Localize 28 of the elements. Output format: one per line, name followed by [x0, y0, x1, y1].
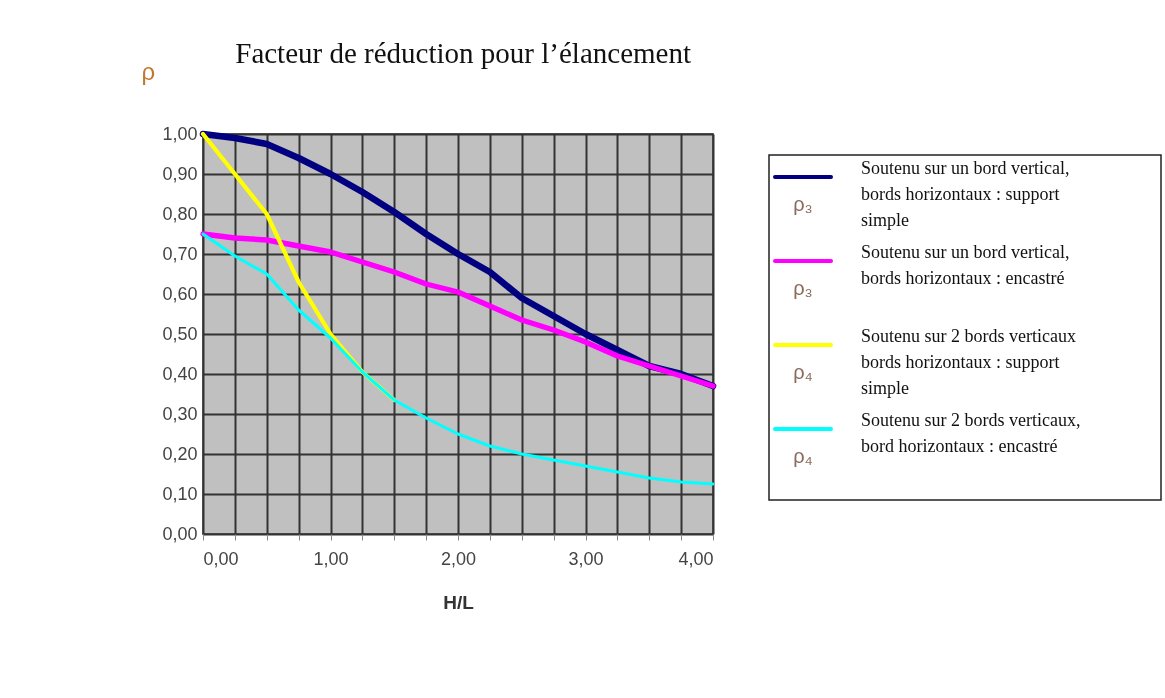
x-tick-label: 1,00: [313, 548, 349, 569]
x-axis-title: H/L: [443, 591, 475, 613]
y-tick-label: 0,40: [162, 363, 198, 384]
x-tick-label: 0,00: [203, 548, 239, 569]
line-series: [201, 232, 715, 486]
legend-label: Soutenu sur un bord vertical, bords horizontaux : support simple: [861, 158, 1070, 230]
y-tick-label: 0,90: [162, 163, 198, 184]
y-tick-label: 0,00: [162, 523, 198, 544]
x-tick-label: 4,00: [678, 548, 714, 569]
y-tick-label: 0,20: [162, 443, 198, 464]
text: ρ₄: [793, 361, 813, 383]
y-tick-label: 0,50: [162, 323, 198, 344]
legend-label: Soutenu sur 2 bords verticaux, bord horizontaux : encastré: [861, 410, 1081, 456]
y-axis-title: ρ: [141, 57, 156, 85]
y-tick-label: 0,10: [162, 483, 198, 504]
legend-label: Soutenu sur un bord vertical, bords horizontaux : encastré: [861, 242, 1070, 288]
y-tick-label: 0,30: [162, 403, 198, 424]
y-tick-label: 0,80: [162, 203, 198, 224]
y-tick-label: 0,60: [162, 283, 198, 304]
y-tick-label: 1,00: [162, 123, 198, 144]
y-tick-label: 0,70: [162, 243, 198, 264]
legend-label: Soutenu sur 2 bords verticaux bords horizontaux : support simple: [861, 326, 1076, 398]
x-tick-label: 2,00: [440, 548, 477, 569]
x-tick-label: 3,00: [568, 548, 604, 569]
text: ρ₃: [793, 277, 813, 299]
chart-title: Facteur de réduction pour l’élancement: [235, 37, 691, 70]
text: ρ₃: [793, 193, 813, 215]
text: ρ₄: [793, 445, 813, 467]
